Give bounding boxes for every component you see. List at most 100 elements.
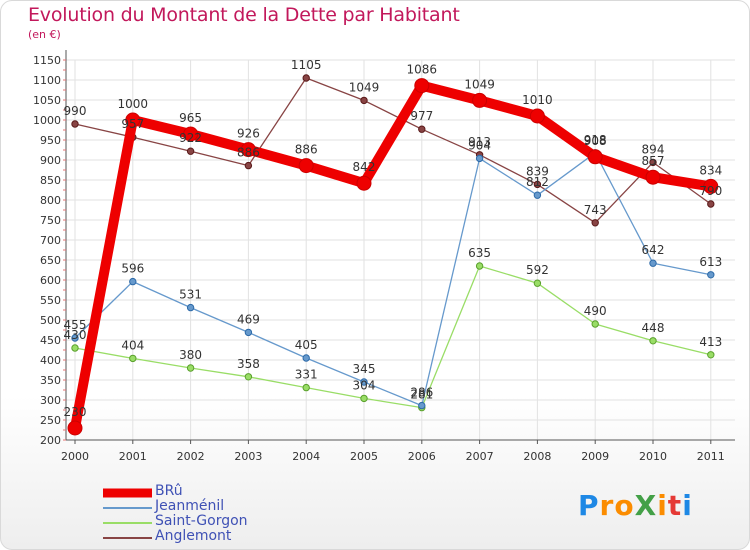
data-label: 913	[468, 135, 491, 149]
data-point	[129, 277, 137, 286]
data-point	[186, 364, 195, 372]
data-point	[418, 125, 426, 133]
data-point	[707, 200, 715, 208]
x-tick-label: 2000	[61, 450, 89, 463]
logo-letter: r	[599, 489, 615, 522]
x-tick-label: 2008	[523, 450, 551, 463]
series-line-br	[70, 80, 716, 433]
data-point	[183, 126, 199, 142]
data-label: 469	[237, 312, 260, 326]
data-label: 922	[179, 131, 202, 145]
data-point	[529, 108, 545, 124]
data-point	[645, 169, 661, 185]
data-label: 286	[410, 386, 433, 400]
data-label: 894	[642, 142, 665, 156]
logo-letter: i	[657, 489, 668, 522]
data-label: 790	[699, 184, 722, 198]
data-label: 331	[295, 368, 318, 382]
y-tick-label: 1000	[33, 114, 61, 127]
data-label: 918	[584, 133, 607, 147]
chart-title: Evolution du Montant de la Dette par Hab…	[28, 4, 460, 26]
data-point	[356, 175, 372, 191]
data-point	[71, 334, 79, 342]
data-label: 613	[699, 255, 722, 269]
y-tick-label: 950	[40, 134, 61, 147]
data-point	[360, 394, 368, 403]
data-point	[186, 303, 195, 312]
proxiti-logo: ProXiti	[578, 489, 693, 522]
data-label: 281	[410, 388, 433, 402]
data-label: 886	[295, 143, 318, 157]
y-tick-label: 550	[40, 294, 61, 307]
x-tick-label: 2006	[408, 450, 436, 463]
logo-letter: t	[667, 489, 683, 522]
x-tick-label: 2002	[177, 450, 205, 463]
y-tick-label: 400	[40, 354, 61, 367]
x-tick-label: 2011	[697, 450, 725, 463]
data-label: 957	[121, 117, 144, 131]
logo-letter: P	[578, 489, 600, 522]
data-label: 1049	[349, 80, 380, 94]
data-label: 1000	[118, 97, 149, 111]
data-label: 857	[642, 154, 665, 168]
data-point	[591, 219, 599, 227]
data-point	[125, 112, 141, 128]
y-tick-label: 250	[40, 414, 61, 427]
y-tick-label: 800	[40, 194, 61, 207]
data-point	[129, 354, 137, 363]
data-label: 842	[353, 160, 376, 174]
data-label: 1086	[407, 63, 438, 77]
data-point	[703, 178, 719, 194]
data-label: 812	[526, 175, 549, 189]
data-point	[707, 271, 715, 279]
logo-letter: i	[682, 489, 693, 522]
data-label: 531	[179, 288, 202, 302]
data-label: 304	[353, 378, 376, 392]
x-tick-label: 2009	[581, 450, 609, 463]
x-tick-label: 2004	[292, 450, 320, 463]
data-label: 1010	[522, 93, 553, 107]
y-tick-label: 750	[40, 214, 61, 227]
data-point	[302, 354, 310, 362]
legend-label: Saint-Gorgon	[155, 513, 248, 529]
data-point	[360, 96, 368, 105]
data-label: 635	[468, 246, 491, 260]
data-point	[475, 154, 484, 163]
data-label: 965	[179, 111, 202, 125]
data-label: 908	[584, 134, 607, 148]
data-point	[244, 373, 253, 381]
chart-subtitle: (en €)	[28, 28, 61, 41]
y-tick-label: 500	[40, 314, 61, 327]
data-label: 904	[468, 138, 491, 152]
y-tick-label: 1100	[33, 74, 61, 87]
data-label: 345	[353, 362, 376, 376]
data-point	[298, 158, 314, 174]
data-point	[360, 378, 368, 386]
data-point	[71, 344, 79, 352]
x-tick-label: 2003	[234, 450, 262, 463]
y-tick-label: 300	[40, 394, 61, 407]
legend-label: BRû	[155, 483, 183, 499]
data-point	[649, 158, 657, 167]
data-label: 404	[121, 338, 144, 352]
data-label: 1049	[464, 77, 495, 91]
data-label: 596	[121, 262, 144, 276]
data-point	[533, 191, 542, 199]
x-tick-label: 2001	[119, 450, 147, 463]
data-point	[186, 147, 195, 155]
data-point	[414, 78, 430, 94]
data-label: 834	[699, 163, 722, 177]
data-label: 592	[526, 263, 549, 277]
y-tick-label: 850	[40, 174, 61, 187]
data-point	[71, 120, 79, 128]
data-point	[707, 351, 715, 359]
data-label: 839	[526, 164, 549, 178]
data-label: 926	[237, 127, 260, 141]
data-label: 642	[642, 243, 665, 257]
data-label: 886	[237, 146, 260, 160]
logo-letter: X	[634, 489, 658, 522]
logo-letter: o	[614, 489, 635, 522]
data-point	[472, 92, 488, 108]
